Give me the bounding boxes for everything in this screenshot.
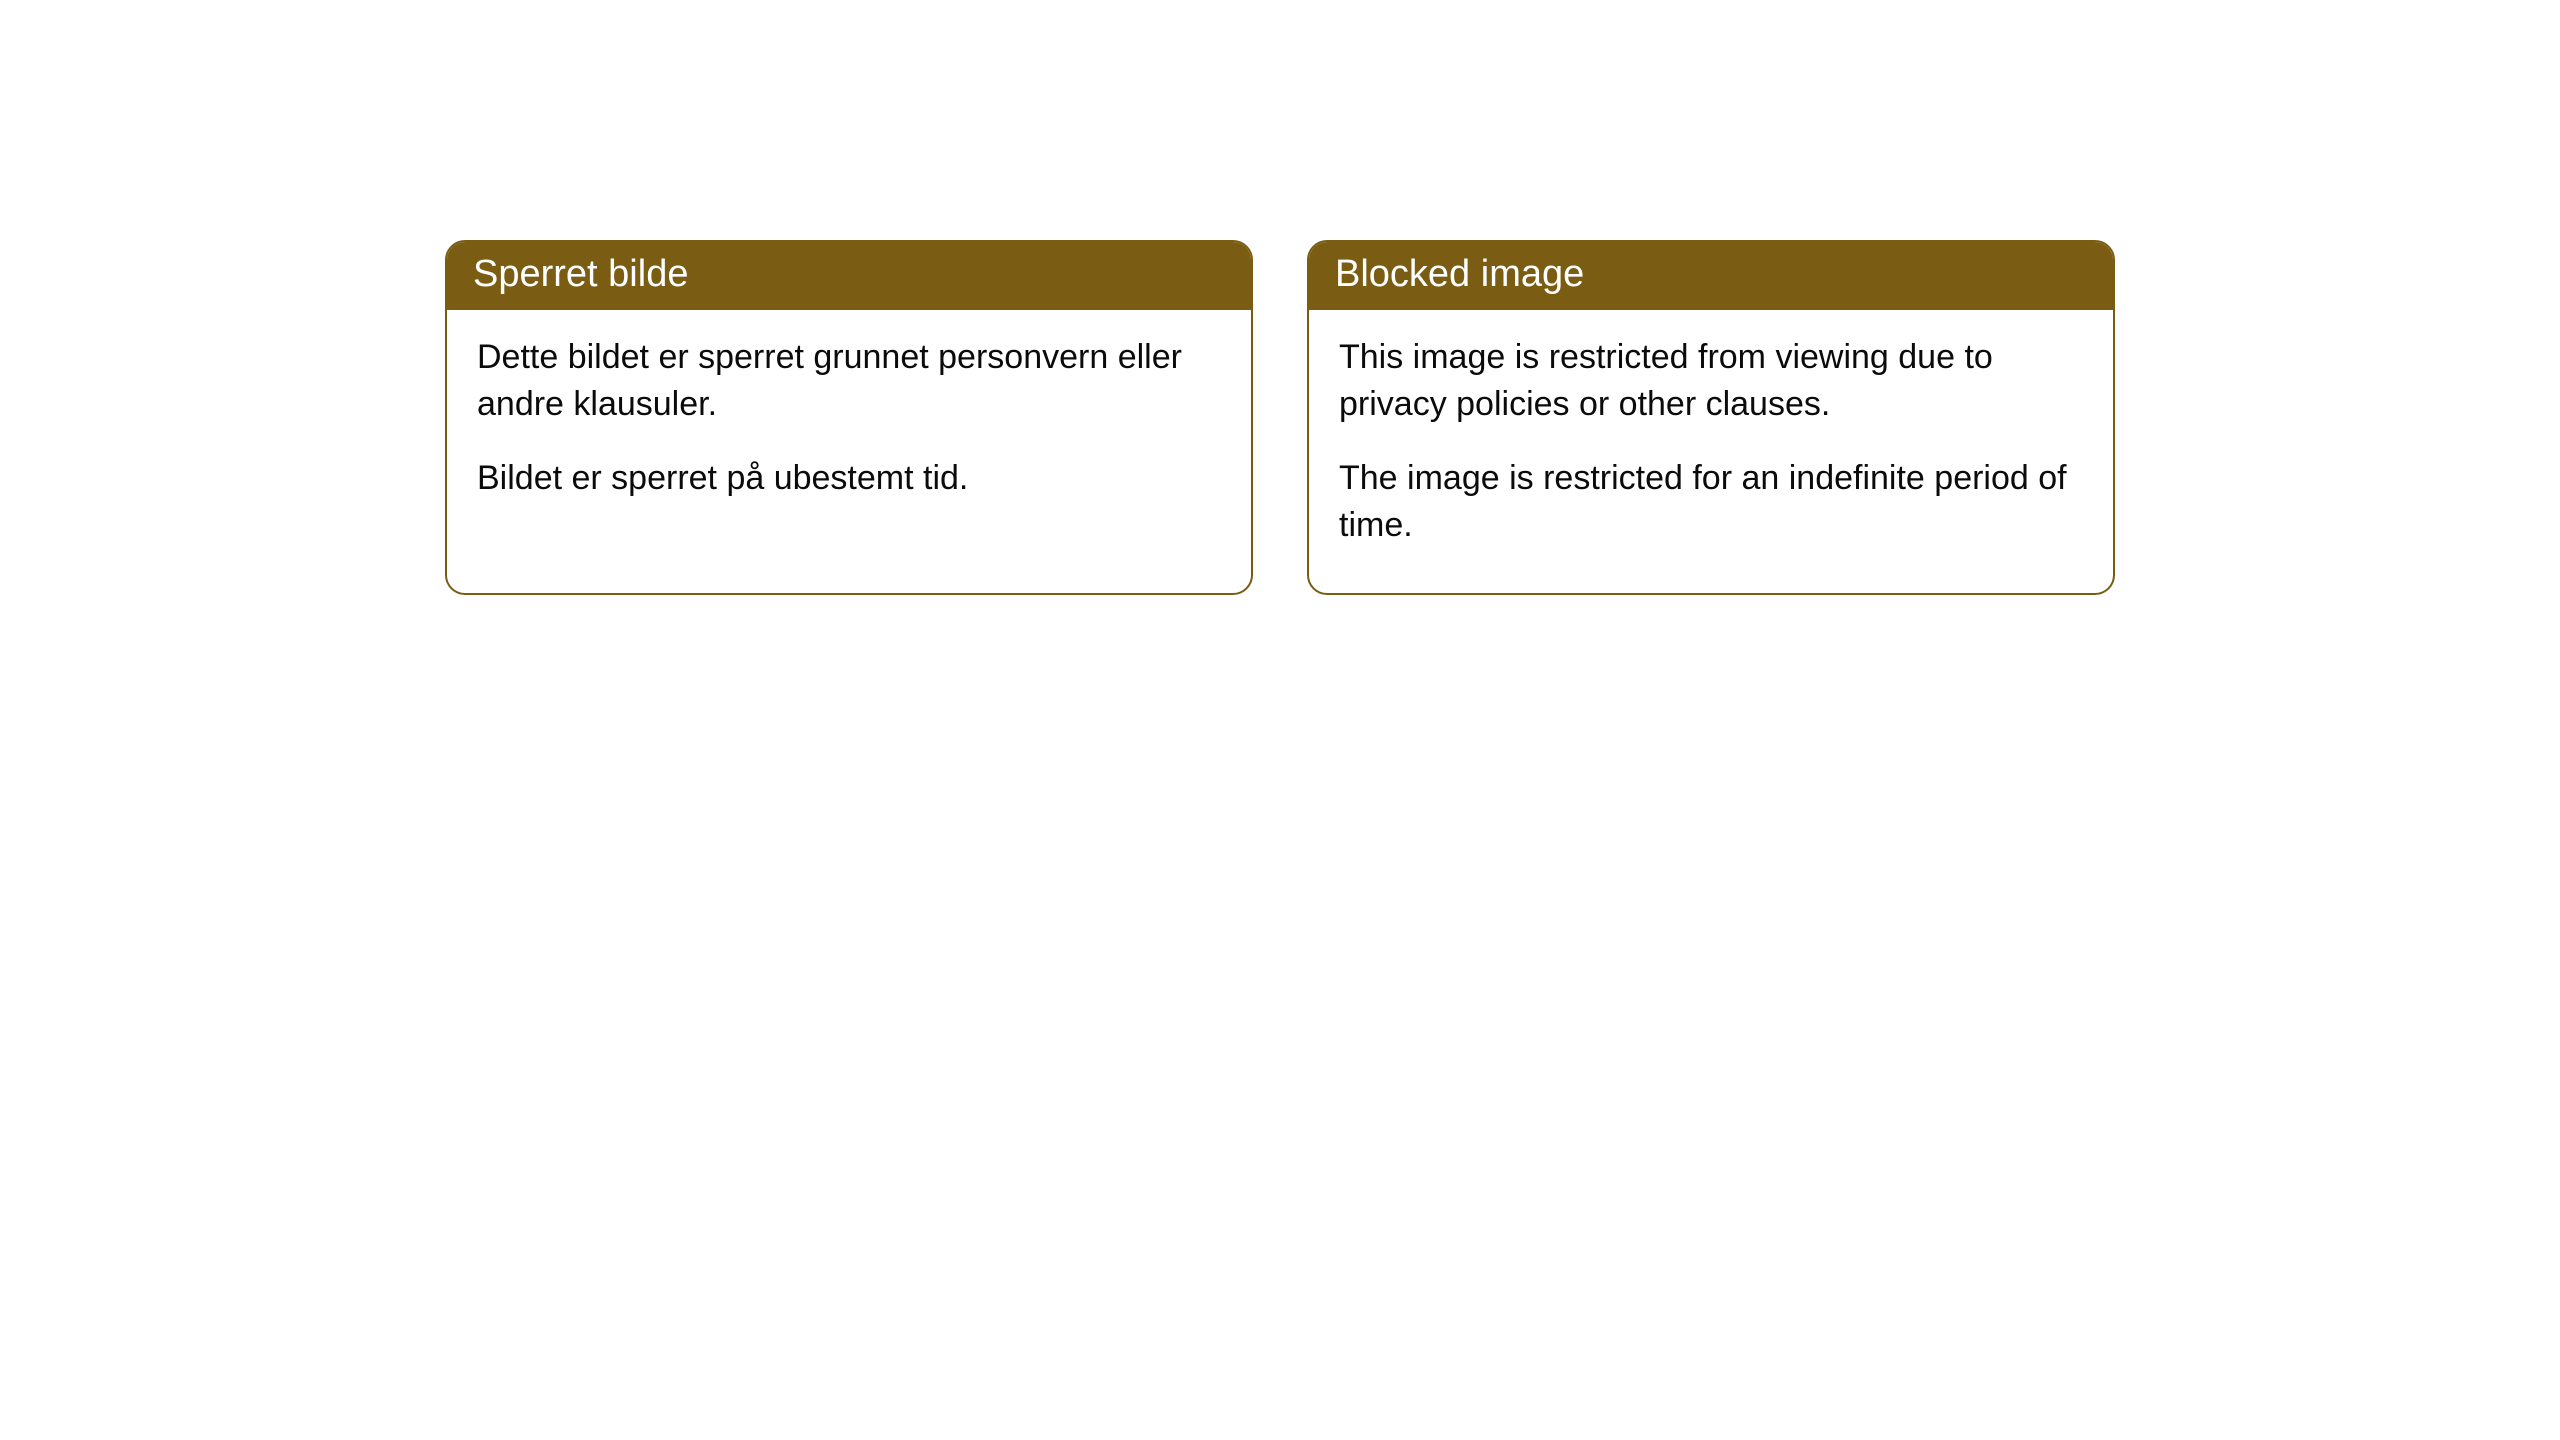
notice-body-norwegian: Dette bildet er sperret grunnet personve… [447,310,1251,547]
notice-card-norwegian: Sperret bilde Dette bildet er sperret gr… [445,240,1253,595]
notice-header-english: Blocked image [1309,242,2113,310]
notice-text-norwegian-1: Dette bildet er sperret grunnet personve… [477,334,1221,428]
notice-header-norwegian: Sperret bilde [447,242,1251,310]
notice-text-english-2: The image is restricted for an indefinit… [1339,455,2083,549]
notice-card-english: Blocked image This image is restricted f… [1307,240,2115,595]
notice-body-english: This image is restricted from viewing du… [1309,310,2113,594]
notice-text-norwegian-2: Bildet er sperret på ubestemt tid. [477,455,1221,502]
notice-text-english-1: This image is restricted from viewing du… [1339,334,2083,428]
notice-container: Sperret bilde Dette bildet er sperret gr… [0,240,2560,595]
